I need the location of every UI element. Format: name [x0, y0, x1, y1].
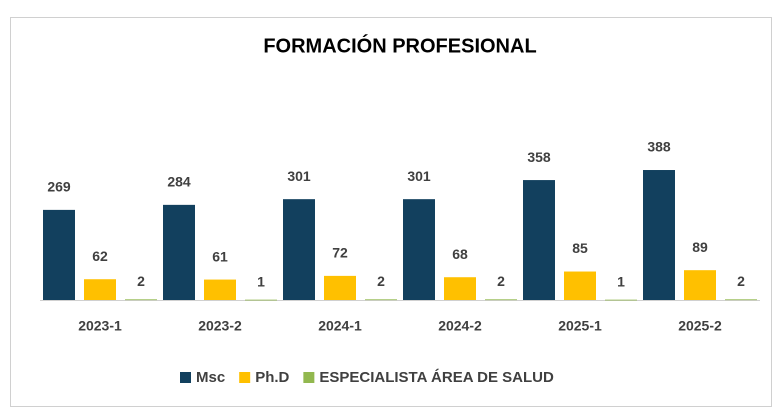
bar	[403, 199, 435, 300]
bar	[245, 299, 277, 301]
data-label: 89	[692, 239, 708, 255]
legend-label: Msc	[196, 369, 225, 386]
x-tick-label: 2023-1	[78, 318, 122, 334]
bar	[283, 199, 315, 300]
legend-swatch	[180, 372, 191, 383]
bar	[485, 299, 517, 301]
bar	[365, 299, 397, 301]
bar	[725, 299, 757, 301]
bar	[43, 209, 75, 300]
bar	[444, 277, 476, 300]
data-label: 2	[497, 273, 505, 289]
bar	[204, 279, 236, 300]
x-tick-label: 2024-2	[438, 318, 482, 334]
data-label: 301	[407, 168, 431, 184]
legend-swatch	[239, 372, 251, 383]
data-label: 85	[572, 240, 588, 256]
data-label: 388	[647, 139, 671, 155]
data-label: 62	[92, 248, 108, 264]
data-label: 2	[377, 273, 385, 289]
data-label: 2	[737, 273, 745, 289]
bar	[523, 180, 555, 300]
legend-label: Ph.D	[255, 369, 289, 386]
data-label: 269	[47, 179, 71, 195]
data-label: 301	[287, 168, 311, 184]
x-tick-label: 2024-1	[318, 318, 362, 334]
data-label: 68	[452, 246, 468, 262]
chart-title: FORMACIÓN PROFESIONAL	[263, 33, 536, 57]
data-label: 358	[527, 149, 551, 165]
bar	[125, 299, 157, 301]
bar	[564, 271, 596, 300]
bar	[324, 275, 356, 300]
bar	[684, 270, 716, 300]
x-tick-label: 2025-2	[678, 318, 722, 334]
x-tick-label: 2025-1	[558, 318, 602, 334]
data-label: 1	[257, 273, 265, 289]
data-label: 2	[137, 273, 145, 289]
bar	[605, 299, 637, 301]
x-tick-label: 2023-2	[198, 318, 242, 334]
bar	[163, 204, 195, 300]
bar	[84, 279, 116, 300]
legend-swatch	[303, 372, 315, 383]
data-label: 72	[332, 245, 348, 261]
data-label: 61	[212, 248, 228, 264]
data-label: 1	[617, 273, 625, 289]
legend-label: ESPECIALISTA ÁREA DE SALUD	[319, 369, 554, 386]
bar	[643, 170, 675, 300]
data-label: 284	[167, 174, 191, 190]
